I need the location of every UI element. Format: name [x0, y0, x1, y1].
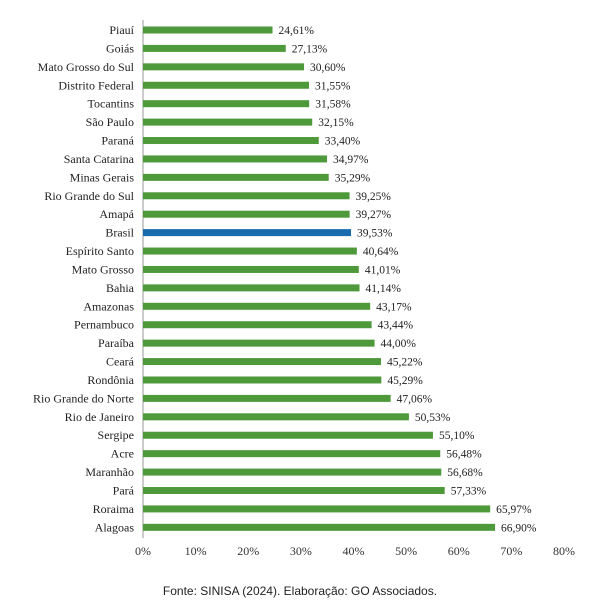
bar-11 — [143, 229, 352, 237]
value-label-16: 43,44% — [378, 320, 414, 332]
value-label-8: 35,29% — [335, 172, 371, 184]
category-label-0: Piauí — [109, 23, 134, 37]
category-label-5: São Paulo — [86, 115, 134, 129]
value-label-3: 31,55% — [315, 80, 351, 92]
category-label-17: Paraíba — [98, 336, 135, 350]
bar-17 — [143, 339, 375, 347]
bar-8 — [143, 173, 329, 181]
category-label-25: Pará — [113, 484, 135, 498]
category-label-24: Maranhão — [85, 465, 134, 479]
bar-20 — [143, 394, 391, 402]
category-label-16: Pernambuco — [74, 318, 134, 332]
bar-13 — [143, 265, 359, 273]
bar-15 — [143, 302, 371, 310]
value-label-2: 30,60% — [310, 62, 346, 74]
x-tick-label-7: 70% — [500, 544, 522, 558]
value-label-14: 41,14% — [365, 283, 401, 295]
value-label-11: 39,53% — [357, 228, 393, 240]
bar-10 — [143, 210, 350, 218]
value-label-23: 56,48% — [446, 449, 482, 461]
value-label-7: 34,97% — [333, 154, 369, 166]
category-label-14: Bahia — [106, 281, 135, 295]
bar-4 — [143, 100, 310, 108]
category-label-23: Acre — [111, 447, 134, 461]
bar-25 — [143, 487, 445, 494]
bar-6 — [143, 137, 319, 145]
x-tick-label-4: 40% — [343, 544, 365, 558]
value-label-12: 40,64% — [363, 246, 399, 258]
bar-9 — [143, 192, 350, 200]
bar-18 — [143, 358, 381, 366]
category-label-3: Distrito Federal — [58, 78, 134, 92]
value-label-4: 31,58% — [315, 99, 351, 111]
value-label-1: 27,13% — [292, 43, 328, 55]
category-label-21: Rio de Janeiro — [65, 410, 134, 424]
value-label-0: 24,61% — [279, 25, 315, 37]
bar-26 — [143, 505, 491, 513]
value-label-24: 56,68% — [447, 467, 483, 479]
bar-21 — [143, 413, 409, 421]
value-label-25: 57,33% — [451, 486, 487, 498]
value-label-5: 32,15% — [318, 117, 354, 129]
category-label-20: Rio Grande do Norte — [33, 391, 134, 405]
category-label-6: Paraná — [101, 134, 134, 148]
bar-12 — [143, 247, 357, 255]
bar-24 — [143, 468, 442, 476]
x-tick-label-1: 10% — [185, 544, 207, 558]
category-label-1: Goiás — [106, 41, 134, 55]
bar-16 — [143, 321, 372, 329]
value-label-22: 55,10% — [439, 430, 475, 442]
value-label-19: 45,29% — [387, 375, 423, 387]
value-label-17: 44,00% — [381, 338, 417, 350]
value-label-15: 43,17% — [376, 301, 412, 313]
bar-1 — [143, 44, 286, 52]
category-label-26: Roraima — [93, 502, 135, 516]
value-label-26: 65,97% — [496, 504, 532, 516]
category-label-11: Brasil — [105, 226, 134, 240]
bar-23 — [143, 450, 441, 458]
value-label-13: 41,01% — [365, 264, 401, 276]
source-note: Fonte: SINISA (2024). Elaboração: GO Ass… — [162, 584, 438, 598]
bar-5 — [143, 118, 313, 126]
value-label-27: 66,90% — [501, 522, 537, 534]
category-label-15: Amazonas — [83, 299, 134, 313]
bar-7 — [143, 155, 328, 163]
category-label-2: Mato Grosso do Sul — [38, 60, 135, 74]
bar-22 — [143, 431, 433, 439]
bar-14 — [143, 284, 360, 292]
bar-3 — [143, 81, 310, 89]
category-label-22: Sergipe — [98, 428, 134, 442]
category-label-10: Amapá — [99, 207, 134, 221]
x-tick-label-8: 80% — [553, 544, 575, 558]
category-label-12: Espírito Santo — [66, 244, 134, 258]
category-label-9: Rio Grande do Sul — [44, 189, 134, 203]
category-label-27: Alagoas — [95, 520, 135, 534]
category-label-7: Santa Catarina — [64, 152, 135, 166]
x-tick-label-2: 20% — [237, 544, 259, 558]
value-label-21: 50,53% — [415, 412, 451, 424]
category-label-19: Rondônia — [87, 373, 134, 387]
value-label-10: 39,27% — [356, 209, 392, 221]
category-label-13: Mato Grosso — [72, 262, 134, 276]
bar-chart: Piauí 24,61% Goiás 27,13% Mato Grosso do Sul… — [33, 20, 575, 558]
bar-0 — [143, 26, 273, 34]
x-tick-label-3: 30% — [290, 544, 312, 558]
value-label-18: 45,22% — [387, 357, 423, 369]
category-label-18: Ceará — [106, 355, 135, 369]
x-tick-label-5: 50% — [395, 544, 417, 558]
value-label-6: 33,40% — [325, 136, 361, 148]
category-label-8: Minas Gerais — [70, 170, 135, 184]
x-tick-label-0: 0% — [135, 544, 151, 558]
value-label-9: 39,25% — [356, 191, 392, 203]
bar-2 — [143, 63, 305, 71]
category-label-4: Tocantins — [88, 97, 135, 111]
value-label-20: 47,06% — [397, 393, 433, 405]
bar-19 — [143, 376, 382, 384]
bar-27 — [143, 523, 496, 531]
x-tick-label-6: 60% — [448, 544, 470, 558]
